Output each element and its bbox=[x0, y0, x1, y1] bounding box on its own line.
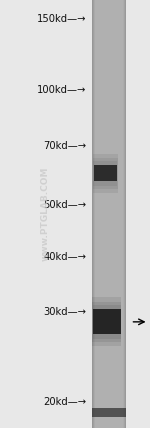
Bar bbox=[124, 0, 125, 428]
Bar bbox=[92, 0, 126, 428]
Bar bbox=[93, 0, 94, 428]
Bar bbox=[92, 408, 126, 417]
Bar bbox=[93, 154, 118, 193]
Text: 70kd—→: 70kd—→ bbox=[43, 140, 86, 151]
Text: 50kd—→: 50kd—→ bbox=[43, 200, 86, 211]
Bar bbox=[92, 302, 121, 342]
Bar bbox=[93, 305, 121, 339]
Bar bbox=[93, 158, 118, 189]
Bar bbox=[125, 0, 126, 428]
Text: 150kd—→: 150kd—→ bbox=[37, 14, 86, 24]
Bar bbox=[92, 0, 93, 428]
Bar bbox=[93, 161, 117, 186]
Bar bbox=[94, 0, 95, 428]
Text: 30kd—→: 30kd—→ bbox=[43, 307, 86, 318]
Text: 20kd—→: 20kd—→ bbox=[43, 397, 86, 407]
Bar bbox=[92, 297, 122, 346]
Bar bbox=[94, 165, 117, 181]
Text: 40kd—→: 40kd—→ bbox=[43, 252, 86, 262]
Bar bbox=[123, 0, 124, 428]
Bar bbox=[93, 309, 121, 334]
Text: www.PTGLAB.COM: www.PTGLAB.COM bbox=[40, 167, 50, 261]
Text: 100kd—→: 100kd—→ bbox=[37, 85, 86, 95]
